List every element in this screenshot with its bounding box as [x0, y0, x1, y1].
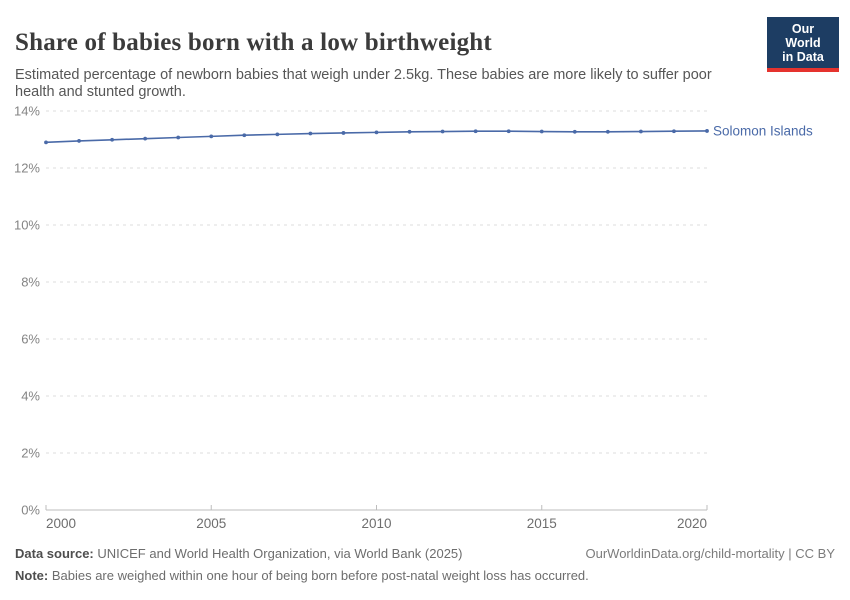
data-source-label: Data source:	[15, 546, 94, 561]
series-end-label[interactable]: Solomon Islands	[713, 123, 813, 138]
data-point[interactable]	[77, 139, 81, 143]
note-label: Note:	[15, 567, 49, 583]
owid-logo-line1: Our World	[785, 22, 821, 50]
data-point[interactable]	[374, 130, 379, 135]
data-point[interactable]	[539, 129, 544, 134]
x-tick-label: 2020	[677, 516, 707, 531]
data-point[interactable]	[176, 135, 181, 140]
note-line: Note: Babies are weighed within one hour…	[15, 568, 589, 583]
data-source-line: Data source: UNICEF and World Health Org…	[15, 543, 463, 565]
chart-subtitle: Estimated percentage of newborn babies t…	[15, 66, 712, 100]
y-tick-label: 8%	[21, 275, 40, 290]
data-point[interactable]	[605, 129, 610, 134]
page-title: Share of babies born with a low birthwei…	[15, 28, 492, 56]
owid-logo[interactable]: Our World in Data	[767, 17, 839, 72]
y-tick-label: 12%	[14, 161, 40, 176]
data-point[interactable]	[639, 129, 643, 134]
data-point[interactable]	[110, 137, 114, 142]
data-point[interactable]	[407, 129, 412, 134]
owid-citation-link[interactable]: OurWorldinData.org/child-mortality | CC …	[585, 546, 836, 561]
line-chart[interactable]: 0% 2% 4% 6% 8% 10% 12% 14% 2000 2005 2010 2015 2020 S…	[0, 95, 850, 535]
data-point[interactable]	[143, 136, 148, 141]
data-point[interactable]	[705, 129, 709, 133]
y-tick-label: 14%	[14, 104, 40, 119]
y-tick-label: 2%	[21, 446, 40, 461]
data-point[interactable]	[506, 129, 511, 134]
y-tick-label: 6%	[21, 332, 40, 347]
y-tick-label: 4%	[21, 389, 40, 404]
data-point[interactable]	[308, 131, 313, 136]
x-tick-label: 2015	[527, 516, 557, 531]
x-tick-label: 2010	[361, 516, 391, 531]
note-text: Babies are weighed within one hour of be…	[48, 567, 589, 583]
y-tick-label: 0%	[21, 503, 40, 518]
chart-footer: Data source: UNICEF and World Health Org…	[15, 543, 835, 586]
y-tick-label: 10%	[14, 218, 40, 233]
data-point[interactable]	[572, 129, 577, 134]
owid-logo-line2: in Data	[782, 50, 824, 64]
data-point[interactable]	[242, 133, 247, 138]
data-point[interactable]	[341, 131, 346, 135]
data-point[interactable]	[672, 129, 676, 134]
data-point[interactable]	[44, 140, 48, 145]
data-source-text: UNICEF and World Health Organization, vi…	[93, 546, 463, 561]
x-tick-label: 2005	[196, 516, 226, 531]
x-tick-label: 2000	[46, 516, 76, 531]
data-point[interactable]	[209, 134, 214, 139]
data-point[interactable]	[473, 129, 478, 134]
data-point[interactable]	[275, 132, 280, 137]
data-point[interactable]	[440, 129, 445, 134]
